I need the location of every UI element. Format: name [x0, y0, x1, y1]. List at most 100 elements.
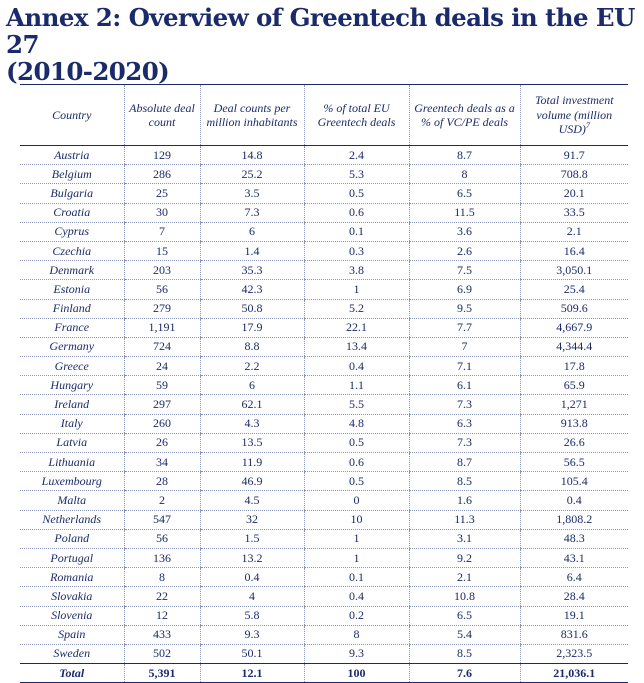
cell-country: Lithuania [20, 452, 124, 473]
greentech-deals-table: Country Absolute deal count Deal counts … [20, 84, 628, 683]
cell-percent-total-eu: 4.8 [303, 414, 409, 434]
cell-percent-total-eu: 5.2 [303, 299, 409, 319]
cell-total-investment: 4,667.9 [519, 318, 628, 338]
cell-country: France [20, 318, 124, 338]
cell-deals-per-million: 5.8 [199, 606, 304, 626]
cell-deals-per-million: 14.8 [199, 145, 304, 166]
header-total-investment: Total investment volume (million USD)7 [519, 84, 628, 146]
cell-percent-vc-pe: 9.5 [408, 299, 520, 319]
cell-country: Italy [20, 414, 124, 434]
cell-absolute-deal-count: 30 [123, 203, 200, 223]
cell-country: Spain [20, 625, 124, 645]
cell-deals-per-million: 42.3 [199, 279, 304, 300]
table-row: Italy 260 4.3 4.8 6.3 913.8 [20, 414, 628, 434]
cell-percent-total-eu: 0 [303, 490, 409, 511]
cell-deals-per-million: 13.5 [199, 433, 304, 454]
cell-country: Slovakia [20, 586, 124, 607]
cell-absolute-deal-count: 286 [123, 164, 200, 185]
cell-country: Latvia [20, 433, 124, 454]
cell-country: Malta [20, 490, 124, 511]
cell-percent-total-eu: 0.5 [303, 471, 409, 492]
cell-percent-vc-pe: 7.1 [408, 356, 520, 377]
cell-total-investment: 28.4 [519, 586, 628, 607]
cell-deals-per-million: 1.5 [199, 529, 304, 549]
table-row: Cyprus 7 6 0.1 3.6 2.1 [20, 222, 628, 242]
cell-total-investment: 48.3 [519, 529, 628, 549]
cell-absolute-deal-count: 8 [123, 567, 200, 588]
cell-absolute-deal-count: 25 [123, 183, 200, 204]
total-total-investment: 21,036.1 [519, 663, 628, 683]
table-row: Portugal 136 13.2 1 9.2 43.1 [20, 548, 628, 569]
cell-percent-vc-pe: 2.6 [408, 241, 520, 262]
table-row: Malta 2 4.5 0 1.6 0.4 [20, 490, 628, 511]
cell-percent-vc-pe: 7.3 [408, 394, 520, 415]
cell-absolute-deal-count: 502 [123, 644, 200, 665]
table-row: Hungary 59 6 1.1 6.1 65.9 [20, 375, 628, 396]
table-row: Greece 24 2.2 0.4 7.1 17.8 [20, 356, 628, 377]
cell-percent-total-eu: 0.3 [303, 241, 409, 262]
cell-absolute-deal-count: 59 [123, 375, 200, 396]
cell-total-investment: 105.4 [519, 471, 628, 492]
cell-deals-per-million: 32 [199, 510, 304, 530]
cell-country: Luxembourg [20, 471, 124, 492]
cell-total-investment: 4,344.4 [519, 337, 628, 358]
annex-title: Annex 2: Overview of Greentech deals in … [6, 4, 642, 85]
cell-percent-vc-pe: 6.1 [408, 375, 520, 396]
cell-percent-total-eu: 1 [303, 548, 409, 569]
cell-total-investment: 6.4 [519, 567, 628, 588]
cell-deals-per-million: 8.8 [199, 337, 304, 358]
cell-country: Romania [20, 567, 124, 588]
header-deals-per-million: Deal counts per million inhabitants [199, 84, 304, 146]
cell-percent-vc-pe: 5.4 [408, 625, 520, 645]
cell-deals-per-million: 1.4 [199, 241, 304, 262]
cell-deals-per-million: 62.1 [199, 394, 304, 415]
cell-absolute-deal-count: 260 [123, 414, 200, 434]
table-row: Germany 724 8.8 13.4 7 4,344.4 [20, 337, 628, 358]
cell-percent-total-eu: 8 [303, 625, 409, 645]
cell-absolute-deal-count: 203 [123, 260, 200, 281]
cell-percent-total-eu: 1 [303, 279, 409, 300]
cell-percent-total-eu: 0.6 [303, 452, 409, 473]
cell-percent-total-eu: 0.4 [303, 356, 409, 377]
cell-deals-per-million: 50.8 [199, 299, 304, 319]
cell-country: Greece [20, 356, 124, 377]
cell-country: Cyprus [20, 222, 124, 242]
cell-country: Poland [20, 529, 124, 549]
cell-country: Portugal [20, 548, 124, 569]
cell-percent-vc-pe: 3.1 [408, 529, 520, 549]
cell-country: Slovenia [20, 606, 124, 626]
table-row: Czechia 15 1.4 0.3 2.6 16.4 [20, 241, 628, 262]
cell-percent-total-eu: 0.1 [303, 567, 409, 588]
cell-deals-per-million: 4.3 [199, 414, 304, 434]
cell-total-investment: 91.7 [519, 145, 628, 166]
cell-deals-per-million: 9.3 [199, 625, 304, 645]
cell-deals-per-million: 13.2 [199, 548, 304, 569]
cell-country: Finland [20, 299, 124, 319]
cell-absolute-deal-count: 24 [123, 356, 200, 377]
table-row: Finland 279 50.8 5.2 9.5 509.6 [20, 299, 628, 319]
cell-percent-vc-pe: 3.6 [408, 222, 520, 242]
table-row: Bulgaria 25 3.5 0.5 6.5 20.1 [20, 183, 628, 204]
cell-percent-vc-pe: 6.5 [408, 606, 520, 626]
table-row: Netherlands 547 32 10 11.3 1,808.2 [20, 510, 628, 530]
table-row: Lithuania 34 11.9 0.6 8.7 56.5 [20, 452, 628, 473]
table-row: Belgium 286 25.2 5.3 8 708.8 [20, 164, 628, 185]
cell-country: Netherlands [20, 510, 124, 530]
cell-country: Belgium [20, 164, 124, 185]
cell-absolute-deal-count: 1,191 [123, 318, 200, 338]
table-row: Romania 8 0.4 0.1 2.1 6.4 [20, 567, 628, 588]
cell-absolute-deal-count: 136 [123, 548, 200, 569]
cell-percent-total-eu: 0.5 [303, 433, 409, 454]
cell-absolute-deal-count: 15 [123, 241, 200, 262]
cell-total-investment: 1,271 [519, 394, 628, 415]
cell-percent-total-eu: 0.1 [303, 222, 409, 242]
cell-percent-vc-pe: 8.7 [408, 145, 520, 166]
table-row: Slovenia 12 5.8 0.2 6.5 19.1 [20, 606, 628, 626]
cell-percent-total-eu: 22.1 [303, 318, 409, 338]
table-row: Spain 433 9.3 8 5.4 831.6 [20, 625, 628, 645]
cell-deals-per-million: 6 [199, 375, 304, 396]
cell-percent-vc-pe: 8.5 [408, 471, 520, 492]
cell-deals-per-million: 4.5 [199, 490, 304, 511]
cell-percent-vc-pe: 8 [408, 164, 520, 185]
cell-deals-per-million: 25.2 [199, 164, 304, 185]
